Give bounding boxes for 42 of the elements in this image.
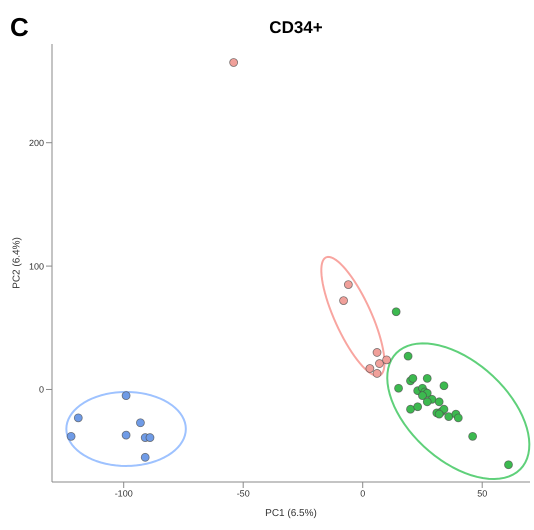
point [66, 432, 76, 441]
point [394, 384, 403, 393]
point [454, 413, 463, 422]
point [365, 364, 374, 373]
point [434, 410, 444, 419]
point [468, 432, 478, 441]
x-axis-title: PC1 (6.5%) [265, 508, 317, 519]
point [344, 280, 353, 289]
point [140, 452, 150, 462]
y-tick-label: 200 [28, 138, 44, 148]
point [406, 404, 415, 414]
point [404, 352, 413, 361]
x-tick-label: 0 [360, 488, 366, 498]
point [229, 58, 238, 67]
point [440, 381, 448, 390]
point [444, 412, 454, 422]
point [418, 391, 427, 400]
point [408, 374, 418, 383]
point [372, 348, 382, 357]
point [146, 433, 154, 442]
point [422, 374, 432, 383]
point [74, 413, 83, 422]
chart-title: CD34+ [269, 18, 323, 37]
text: C [10, 12, 29, 43]
y-axis-title: PC2 (6.4%) [12, 237, 23, 289]
point [136, 418, 145, 428]
point [422, 397, 432, 406]
point [392, 307, 401, 316]
point [339, 296, 348, 306]
point [372, 369, 382, 378]
point [434, 397, 444, 406]
x-tick-label: -100 [114, 488, 133, 498]
x-tick-label: -50 [236, 488, 250, 498]
point [122, 430, 130, 440]
point [122, 391, 130, 400]
y-tick-label: 0 [38, 384, 44, 395]
y-tick-label: 100 [28, 261, 44, 272]
point [413, 402, 422, 412]
point [504, 460, 513, 470]
x-tick-label: 50 [477, 488, 488, 498]
point [375, 359, 384, 368]
point [382, 355, 391, 364]
